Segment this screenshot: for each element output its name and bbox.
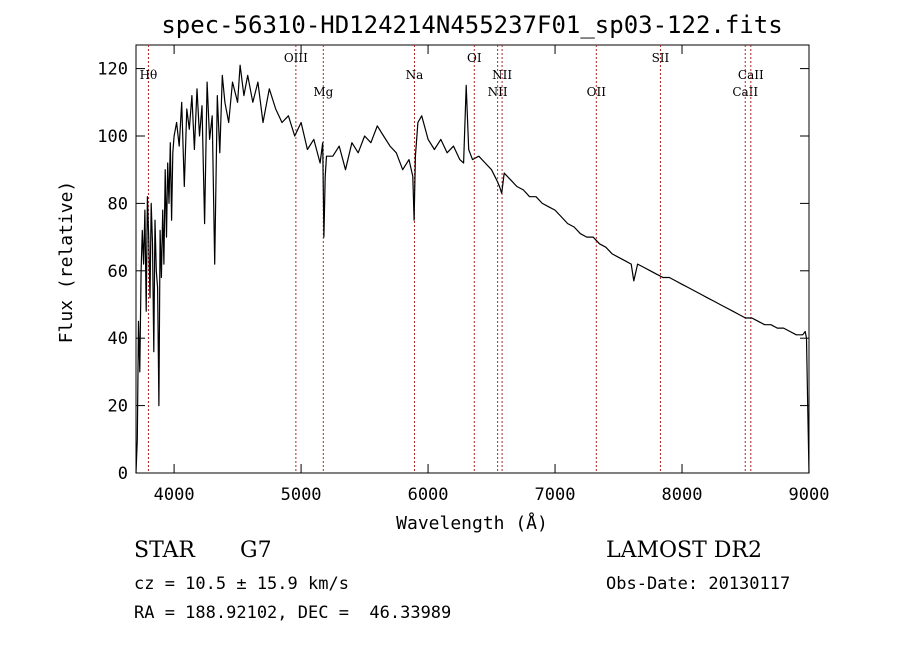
axis-ticks: 4000 5000 6000 7000 8000 9000 0 20 40 60 80 100 120 <box>97 45 829 505</box>
y-tick-label: 100 <box>97 127 128 147</box>
y-tick-label: 120 <box>97 60 128 80</box>
x-tick-label: 4000 <box>154 485 195 505</box>
line-marker-label: NII <box>492 68 512 82</box>
subclass: G7 <box>240 538 272 563</box>
x-tick-label: 5000 <box>281 485 322 505</box>
line-marker-label: NII <box>488 85 508 99</box>
y-tick-label: 40 <box>108 329 128 349</box>
survey-label: LAMOST DR2 <box>606 538 762 563</box>
y-tick-label: 0 <box>118 464 128 484</box>
chart-title: spec-56310-HD124214N455237F01_sp03-122.f… <box>161 11 782 39</box>
series-layer <box>135 64 810 474</box>
redshift-cz: cz = 10.5 ± 15.9 km/s <box>134 574 349 594</box>
line-marker-label: Na <box>406 68 424 82</box>
x-tick-label: 9000 <box>789 485 830 505</box>
x-tick-label: 6000 <box>408 485 449 505</box>
line-marker-label: OI <box>467 51 482 65</box>
coordinates: RA = 188.92102, DEC = 46.33989 <box>134 603 452 623</box>
line-marker-label: Hθ <box>140 68 158 82</box>
y-tick-label: 80 <box>108 194 128 214</box>
y-tick-label: 20 <box>108 397 128 417</box>
plot-frame <box>135 44 810 474</box>
line-marker-label: OIII <box>284 51 308 65</box>
line-marker-label: Mg <box>313 85 333 99</box>
x-tick-label: 7000 <box>535 485 576 505</box>
line-marker-label: CaII <box>732 85 758 99</box>
spectrum-line <box>135 64 810 474</box>
x-tick-label: 8000 <box>662 485 703 505</box>
line-markers: Hθ OIII Mg Na OI NII NII OII SII CaII CaII <box>140 45 764 473</box>
y-axis-label: Flux (relative) <box>56 181 77 344</box>
line-marker-label: CaII <box>738 68 764 82</box>
x-axis-label: Wavelength (Å) <box>396 512 548 534</box>
line-marker-label: OII <box>587 85 607 99</box>
y-tick-label: 60 <box>108 262 128 282</box>
line-marker-label: SII <box>652 51 670 65</box>
object-type: STAR <box>134 538 195 563</box>
obs-date: Obs-Date: 20130117 <box>606 574 791 594</box>
